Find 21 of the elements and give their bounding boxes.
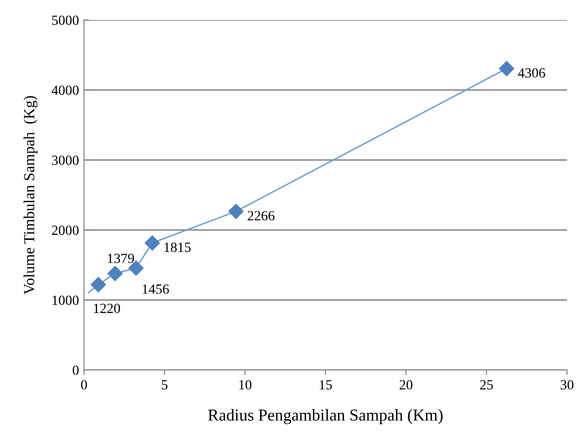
data-label: 1379: [108, 254, 134, 264]
x-axis-title: Radius Pengambilan Sampah (Km): [208, 408, 443, 424]
x-tick-label: 30: [560, 380, 574, 390]
y-tick-label: 4000: [52, 86, 79, 95]
y-tick-label: 1000: [52, 296, 79, 305]
y-tick-label: 0: [72, 366, 79, 375]
data-label: 1815: [164, 242, 191, 252]
data-label: 2266: [248, 211, 274, 220]
y-tick-label: 2000: [52, 226, 79, 235]
y-tick-label: 5000: [52, 16, 79, 25]
x-tick-label: 5: [162, 380, 168, 390]
data-label: 4306: [518, 68, 546, 78]
y-tick-label: 3000: [52, 156, 79, 165]
data-label: 1456: [142, 284, 169, 294]
x-tick-label: 25: [480, 380, 493, 390]
x-tick-label: 0: [81, 380, 87, 390]
x-tick-label: 10: [239, 380, 252, 390]
x-tick-label: 15: [320, 380, 332, 390]
data-label: 1220: [94, 304, 120, 314]
y-axis-title: Volume Timbulan Sampah (Kg): [24, 96, 38, 294]
x-tick-label: 20: [400, 380, 412, 390]
